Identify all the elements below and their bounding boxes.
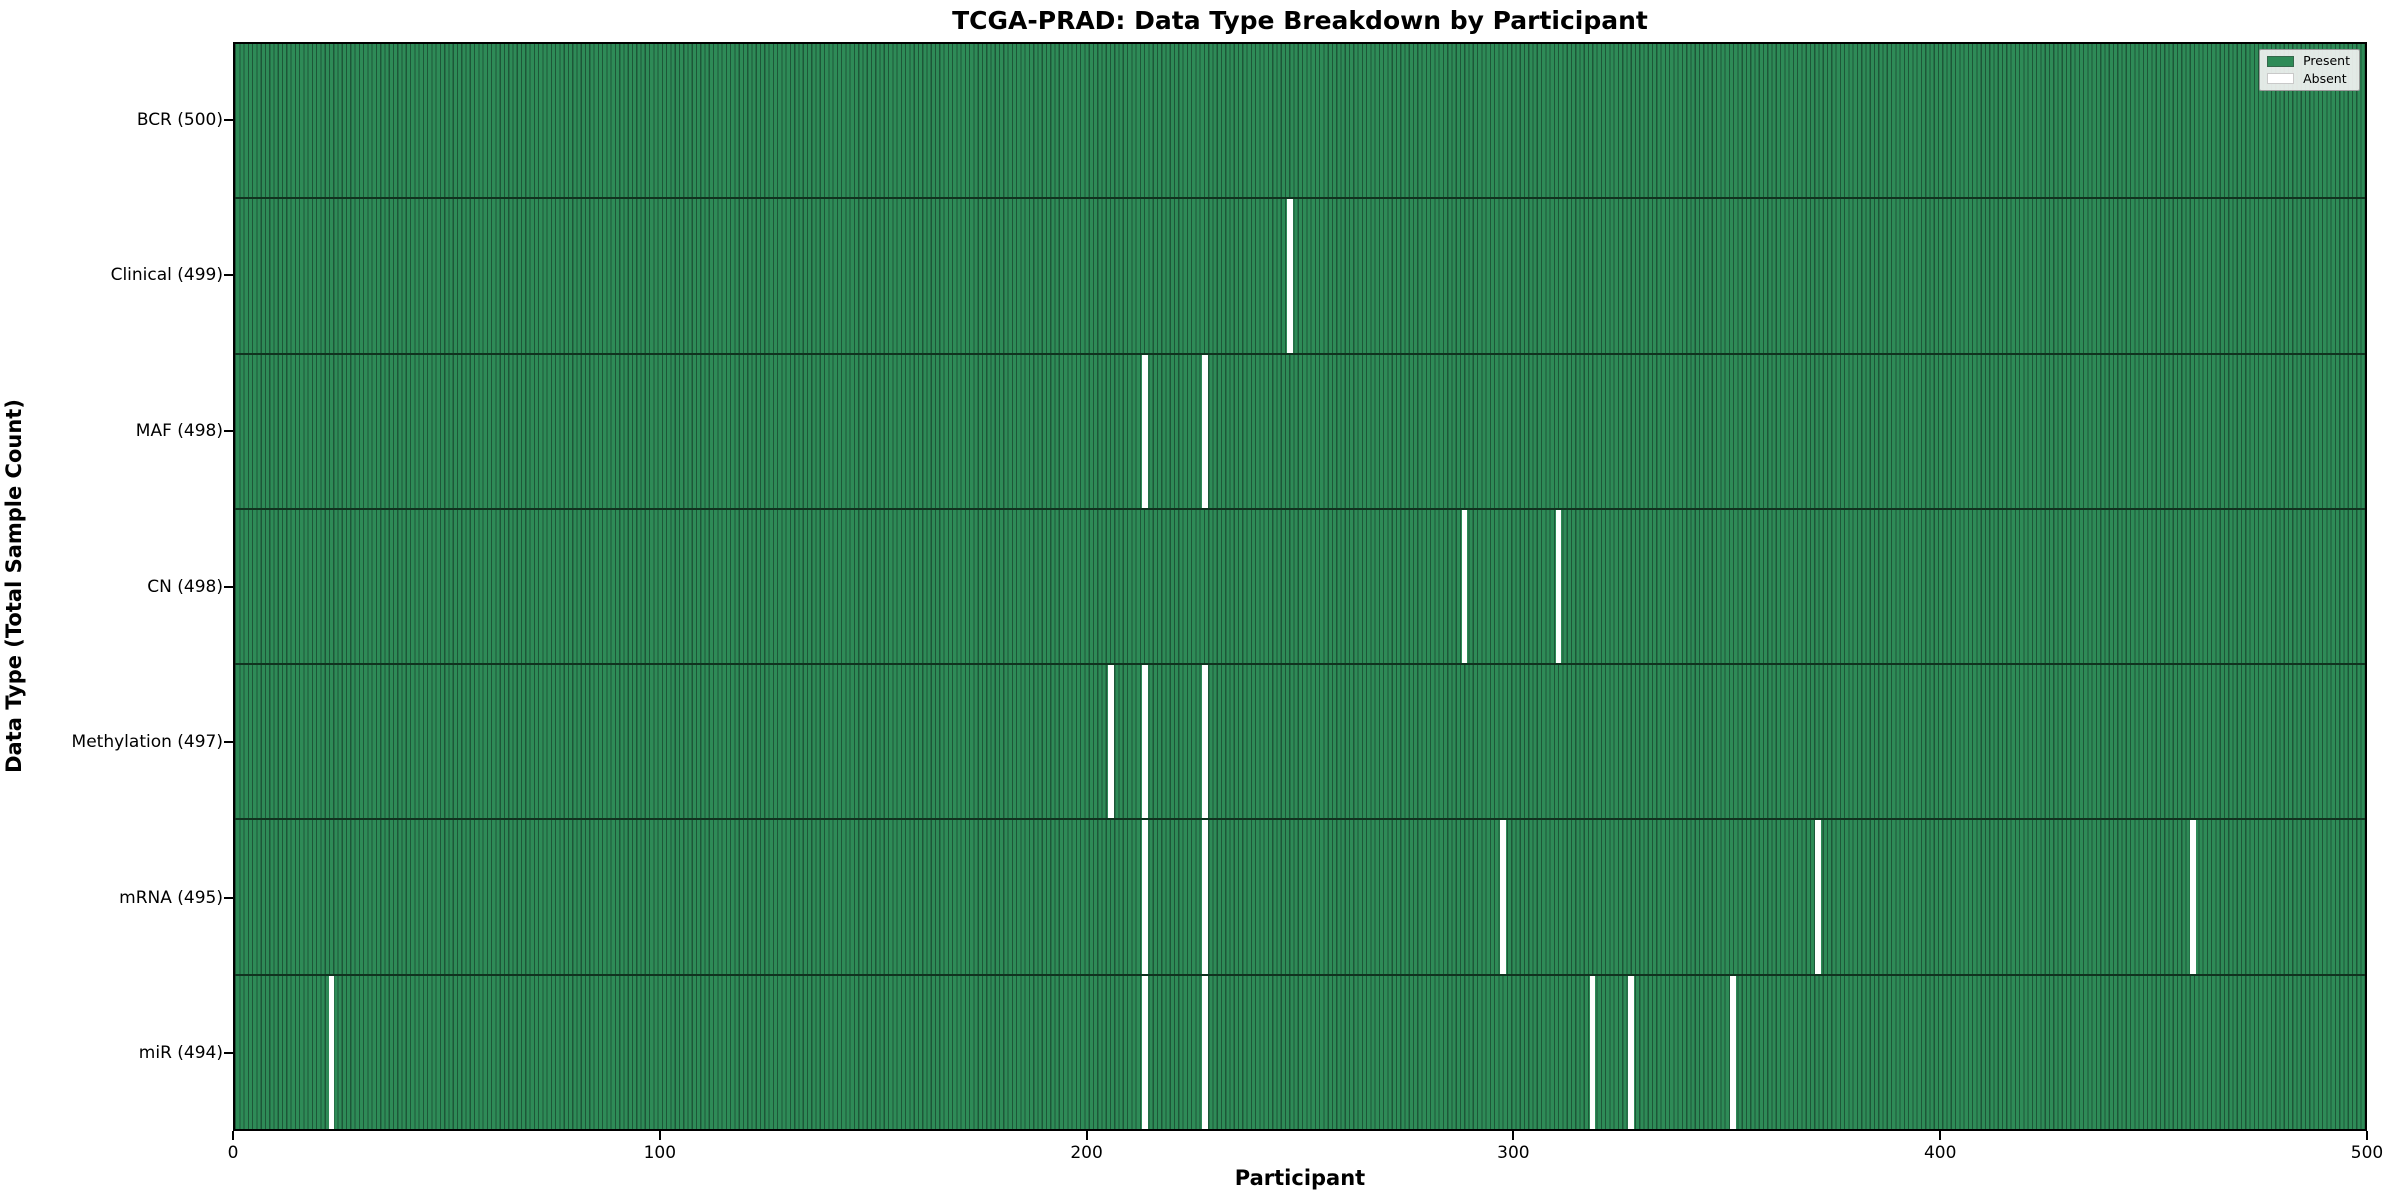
y-tick-mark: [224, 118, 233, 121]
heatmap-row-bcr: [235, 44, 2365, 198]
x-tick-label: 0: [227, 1143, 239, 1163]
absent-marker: [1589, 975, 1596, 1129]
chart-title: TCGA-PRAD: Data Type Breakdown by Partic…: [952, 6, 1648, 35]
x-tick-label: 200: [1070, 1143, 1103, 1163]
x-tick-mark: [1939, 1131, 1942, 1140]
absent-marker: [1815, 820, 1821, 974]
heatmap-row-clinical: [235, 197, 2365, 353]
heatmap-row-maf: [235, 352, 2365, 508]
legend-item-present: Present: [2267, 53, 2350, 68]
x-tick-mark: [658, 1131, 661, 1140]
y-tick-mark: [224, 429, 233, 432]
absent-marker: [1202, 975, 1208, 1129]
x-axis-title: Participant: [1234, 1166, 1366, 1190]
y-tick-mark: [224, 1052, 233, 1055]
absent-marker: [1142, 665, 1148, 819]
absent-marker: [1202, 820, 1208, 974]
legend-item-absent: Absent: [2267, 70, 2350, 86]
absent-marker: [328, 975, 335, 1129]
y-tick-mark: [224, 585, 233, 588]
absent-marker: [1555, 509, 1562, 664]
y-axis-title: Data Type (Total Sample Count): [2, 399, 26, 773]
y-tick-label: mRNA (495): [119, 887, 223, 908]
x-tick-label: 300: [1497, 1143, 1530, 1163]
y-tick-label: miR (494): [138, 1043, 223, 1064]
absent-marker: [1142, 820, 1148, 974]
plot-area: Present Absent: [233, 42, 2367, 1131]
absent-marker: [1287, 199, 1293, 353]
y-tick-label: MAF (498): [135, 420, 223, 441]
absent-marker: [1142, 975, 1148, 1129]
x-tick-label: 400: [1923, 1143, 1957, 1163]
heatmap-row-mrna: [235, 818, 2365, 974]
absent-marker: [1730, 975, 1736, 1129]
x-tick-label: 100: [643, 1143, 677, 1163]
y-tick-label: CN (498): [147, 576, 223, 597]
y-tick-label: Clinical (499): [110, 265, 223, 286]
absent-marker: [2190, 820, 2196, 974]
absent-marker: [1202, 354, 1208, 508]
y-tick-mark: [224, 741, 233, 744]
x-tick-mark: [232, 1131, 234, 1140]
legend: Present Absent: [2259, 49, 2360, 91]
legend-label-absent: Absent: [2303, 70, 2347, 86]
heatmap-row-mir: [235, 973, 2365, 1129]
heatmap-row-cn: [235, 507, 2365, 664]
y-tick-label: BCR (500): [136, 109, 223, 130]
absent-marker: [1202, 665, 1208, 819]
absent-marker: [1461, 509, 1468, 664]
x-tick-mark: [1512, 1131, 1515, 1140]
y-tick-mark: [224, 274, 233, 277]
y-tick-mark: [224, 896, 233, 899]
heatmap-row-methylation: [235, 663, 2365, 819]
absent-marker: [1628, 975, 1634, 1129]
x-tick-mark: [1085, 1131, 1088, 1140]
absent-marker: [1108, 665, 1114, 819]
absent-marker: [1500, 820, 1506, 974]
x-tick-label: 500: [2350, 1143, 2384, 1163]
x-tick-mark: [2366, 1131, 2368, 1140]
absent-marker: [1142, 354, 1148, 508]
present-swatch-icon: [2267, 55, 2295, 67]
absent-swatch-icon: [2267, 73, 2295, 85]
y-tick-label: Methylation (497): [71, 732, 223, 753]
legend-label-present: Present: [2303, 53, 2350, 68]
